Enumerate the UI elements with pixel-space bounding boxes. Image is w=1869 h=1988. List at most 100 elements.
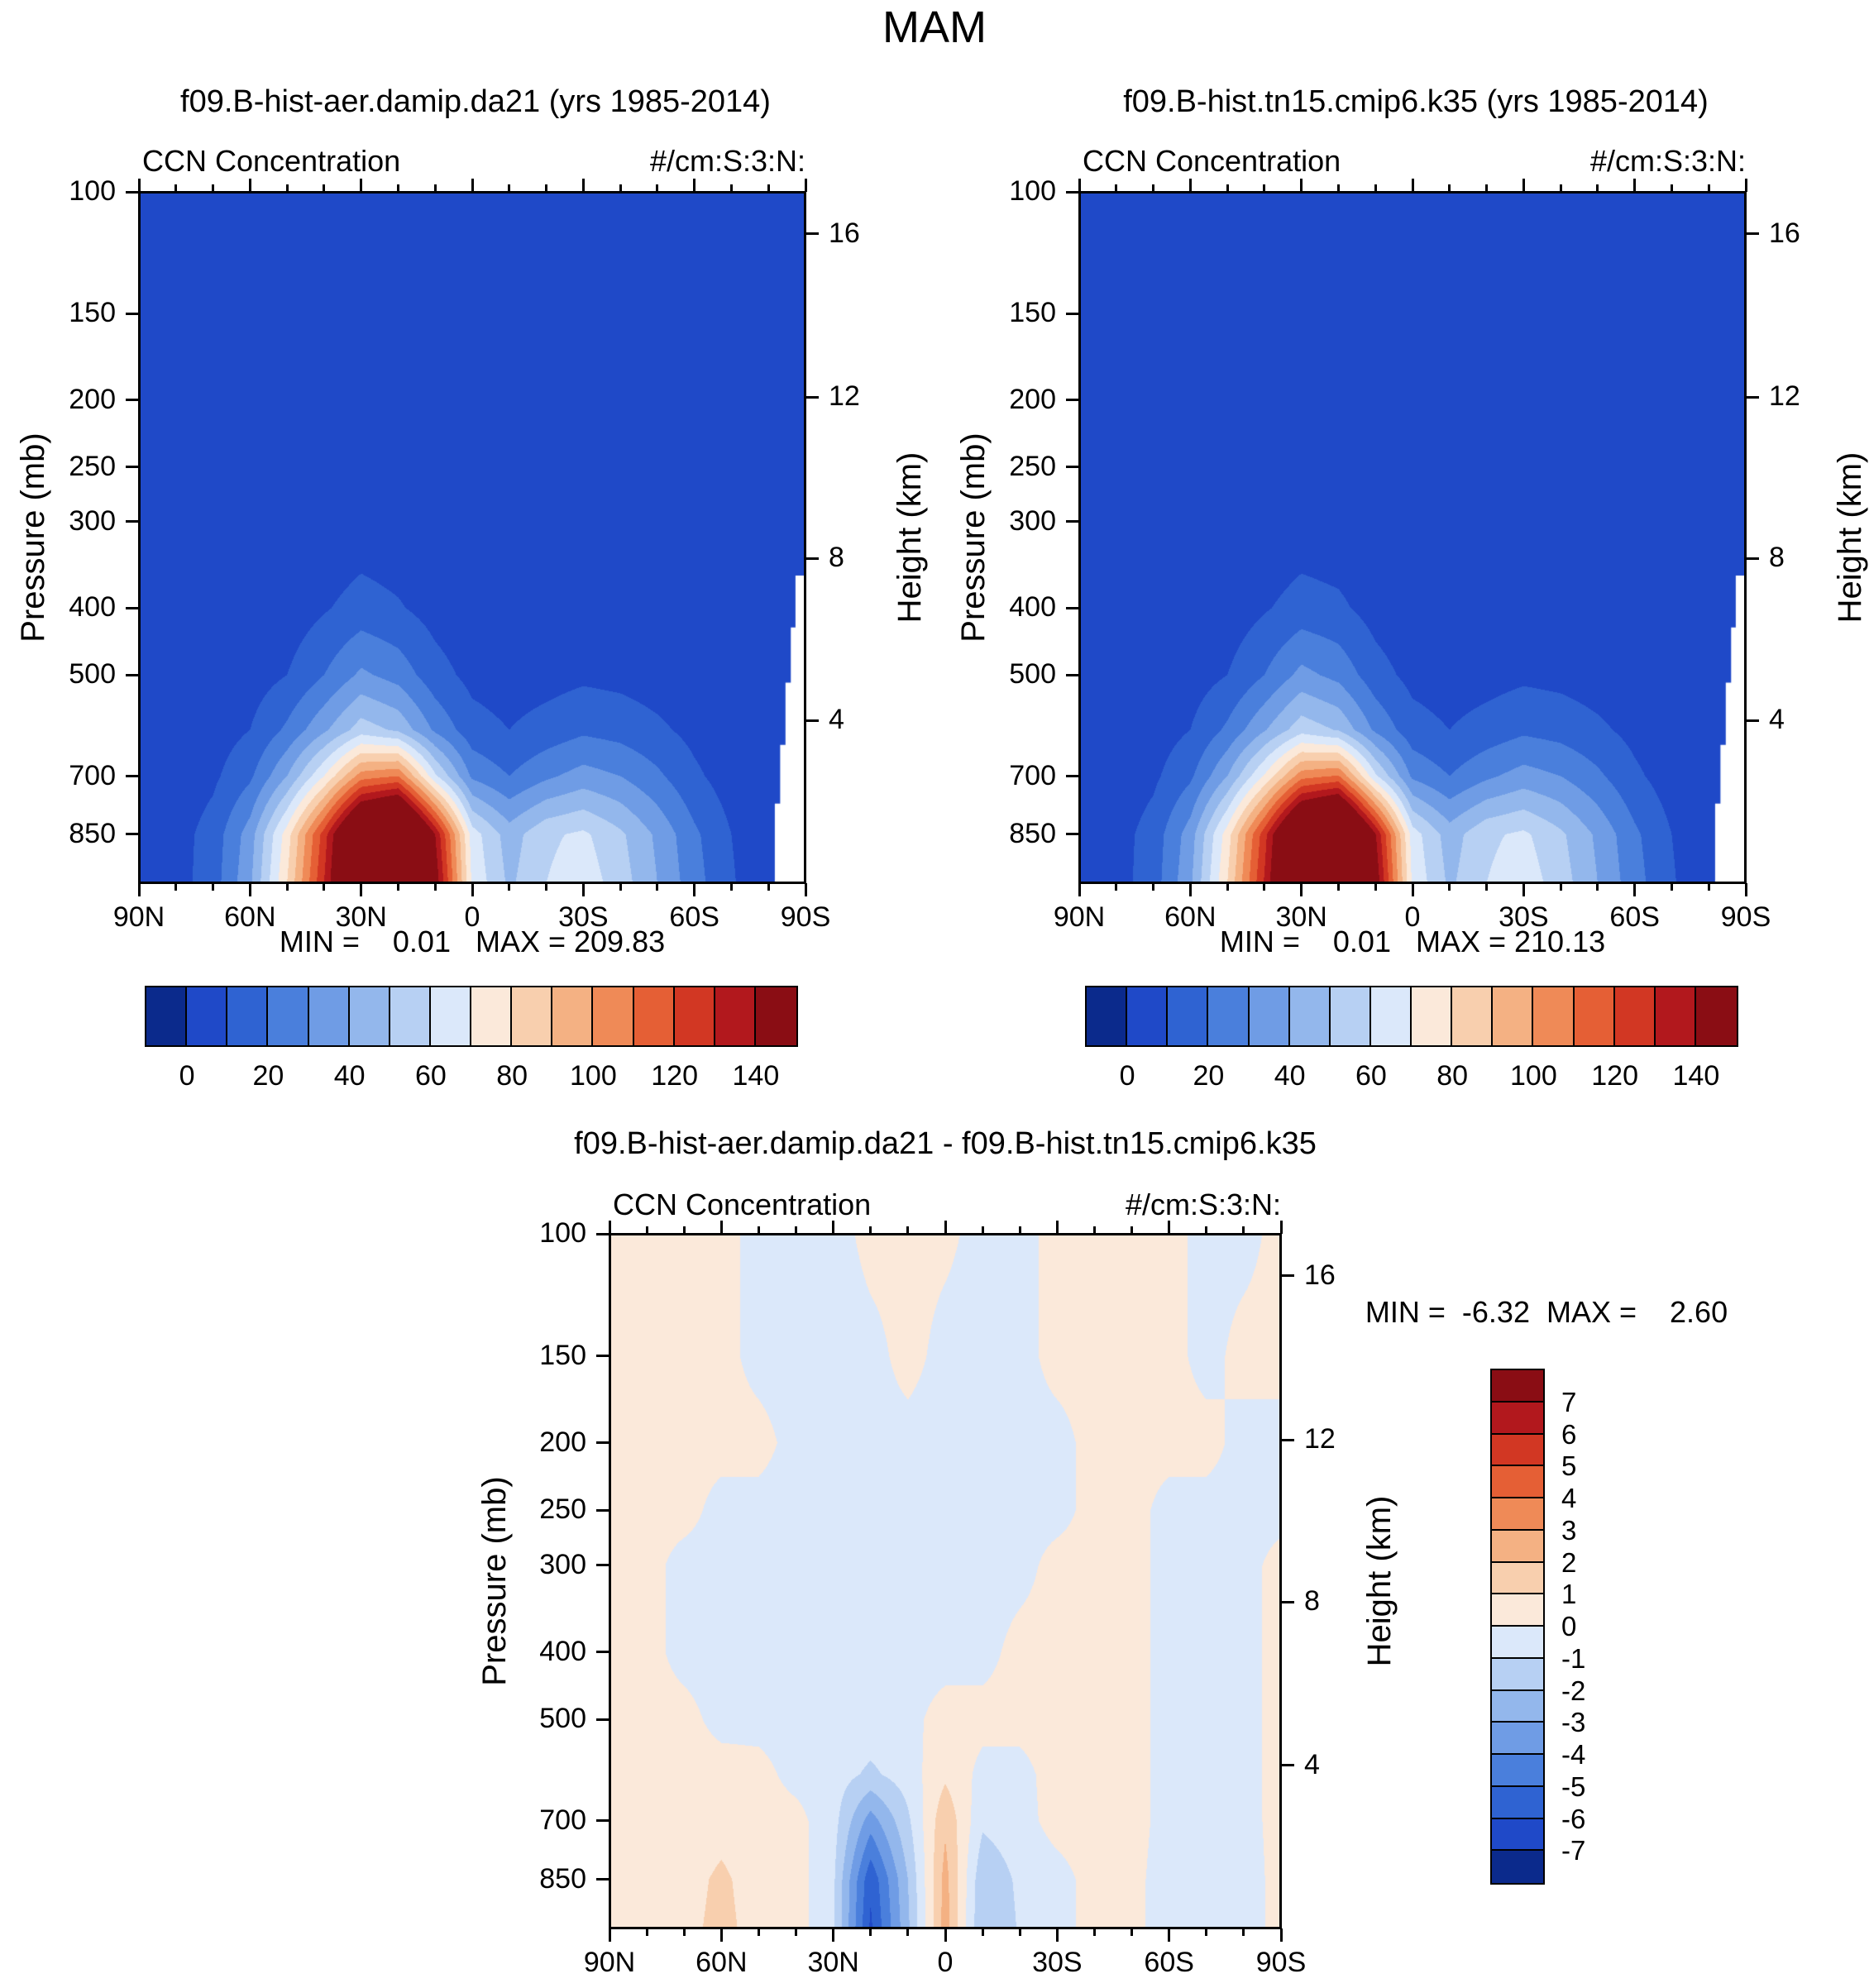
x-axis-tick <box>248 179 251 192</box>
height-tick-label: 12 <box>1769 380 1800 412</box>
x-axis-tick <box>433 184 437 192</box>
colorbar-cell <box>1249 987 1290 1045</box>
pressure-axis-tick <box>1066 775 1079 777</box>
x-tick-label: 0 <box>464 901 480 933</box>
pressure-tick-label: 300 <box>69 504 116 537</box>
x-axis-tick <box>1226 184 1229 192</box>
colorbar-cell <box>1412 987 1453 1045</box>
x-axis-tick <box>619 184 622 192</box>
x-axis-tick <box>1263 883 1266 891</box>
pressure-tick-label: 250 <box>1009 450 1056 482</box>
height-tick-label: 16 <box>1304 1259 1336 1291</box>
pressure-tick-label: 500 <box>69 658 116 691</box>
pressure-tick-label: 200 <box>1009 383 1056 415</box>
x-axis-tick <box>619 883 622 891</box>
x-tick-label: 30S <box>1032 1947 1083 1978</box>
x-axis-tick <box>581 883 585 896</box>
height-axis-tick <box>1746 232 1759 236</box>
pressure-tick-label: 150 <box>539 1339 586 1371</box>
pressure-axis-tick <box>1066 466 1079 469</box>
pressure-axis-tick <box>126 466 139 469</box>
x-axis-tick <box>656 184 659 192</box>
colorbar-tick-label: 60 <box>1355 1060 1387 1092</box>
x-axis-tick <box>1205 1928 1208 1936</box>
height-axis-tick <box>805 232 819 236</box>
pressure-axis-tick <box>126 190 139 194</box>
x-axis-tick <box>545 184 548 192</box>
panel2-minmax-stats: MIN = 0.01 MAX = 210.13 <box>1219 925 1606 958</box>
x-tick-label: 60S <box>669 901 719 933</box>
x-axis-tick <box>906 1928 910 1936</box>
colorbar-cell <box>715 987 756 1045</box>
x-axis-tick <box>1055 1221 1059 1234</box>
x-axis-tick <box>682 1226 686 1234</box>
x-axis-tick <box>767 883 770 891</box>
x-axis-tick <box>1670 184 1673 192</box>
panel3-units-label: #/cm:S:3:N: <box>1125 1188 1281 1221</box>
x-axis-tick <box>608 1221 611 1234</box>
pressure-tick-label: 100 <box>69 175 116 207</box>
colorbar-cell <box>512 987 553 1045</box>
x-axis-tick <box>1168 1221 1171 1234</box>
pressure-tick-label: 250 <box>69 450 116 482</box>
x-axis-tick <box>1055 1928 1059 1942</box>
x-axis-tick <box>1522 179 1525 192</box>
x-tick-label: 60S <box>1144 1947 1194 1978</box>
colorbar-cell <box>1452 987 1494 1045</box>
height-tick-label: 16 <box>829 217 860 249</box>
pressure-axis-tick <box>596 1718 609 1721</box>
colorbar-cell <box>1492 1594 1543 1627</box>
x-axis-tick <box>396 184 399 192</box>
x-axis-tick <box>248 883 251 896</box>
x-tick-label: 90N <box>112 901 165 933</box>
x-axis-tick <box>471 883 474 896</box>
x-axis-tick <box>1485 184 1489 192</box>
colorbar-tick-label: -7 <box>1561 1835 1586 1866</box>
colorbar-tick-label: -6 <box>1561 1803 1586 1834</box>
x-axis-tick <box>1018 1226 1021 1234</box>
colorbar-cell <box>1168 987 1209 1045</box>
colorbar-cell <box>674 987 715 1045</box>
x-axis-tick <box>981 1226 984 1234</box>
x-axis-tick <box>1707 184 1710 192</box>
pressure-tick-label: 850 <box>539 1862 586 1895</box>
colorbar-cell <box>1492 1786 1543 1819</box>
pressure-axis-tick <box>126 312 139 315</box>
colorbar-cell <box>1208 987 1250 1045</box>
colorbar-cell <box>1492 1690 1543 1723</box>
x-axis-tick <box>212 883 215 891</box>
x-axis-tick <box>767 184 770 192</box>
colorbar-cell <box>1492 1627 1543 1659</box>
pressure-tick-label: 250 <box>539 1493 586 1526</box>
pressure-axis-tick <box>126 673 139 676</box>
x-axis-tick <box>1336 184 1340 192</box>
height-axis-tick <box>1281 1438 1294 1441</box>
pressure-axis-tick <box>126 775 139 777</box>
height-tick-label: 16 <box>1769 217 1800 249</box>
x-axis-tick <box>1168 1928 1171 1942</box>
x-tick-label: 30S <box>558 901 609 933</box>
colorbar-tick-label: 20 <box>1193 1060 1225 1092</box>
pressure-tick-label: 400 <box>1009 591 1056 624</box>
height-axis-tick <box>1746 395 1759 399</box>
x-axis-tick <box>1336 883 1340 891</box>
x-axis-tick <box>1226 883 1229 891</box>
x-axis-tick <box>1130 1226 1134 1234</box>
panel3-contour-plot-canvas <box>609 1234 1281 1928</box>
colorbar-tick-label: 0 <box>1119 1060 1135 1092</box>
colorbar-cell <box>471 987 513 1045</box>
x-axis-tick <box>1092 1226 1096 1234</box>
x-axis-tick <box>1485 883 1489 891</box>
pressure-axis-tick <box>596 1878 609 1881</box>
panel3-variable-label: CCN Concentration <box>613 1188 872 1221</box>
x-axis-tick <box>645 1226 648 1234</box>
colorbar-tick-label: 40 <box>1274 1060 1306 1092</box>
x-axis-tick <box>1411 883 1414 896</box>
panel2-title: f09.B-hist.tn15.cmip6.k35 (yrs 1985-2014… <box>1123 84 1709 119</box>
colorbar-cell <box>593 987 634 1045</box>
colorbar-tick-label: 1 <box>1561 1579 1577 1610</box>
colorbar-tick-label: 0 <box>179 1060 195 1092</box>
x-axis-tick <box>944 1221 947 1234</box>
pressure-tick-label: 400 <box>69 591 116 624</box>
